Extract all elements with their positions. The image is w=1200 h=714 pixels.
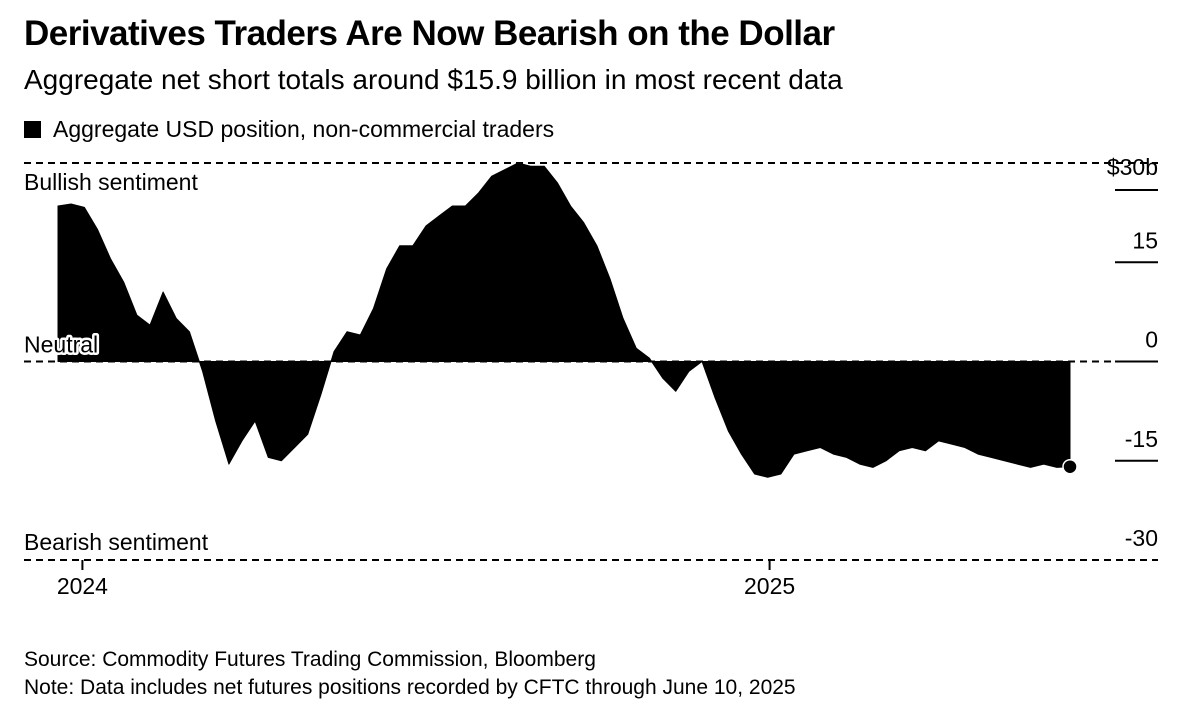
annotation-bullish: Bullish sentiment	[24, 169, 198, 195]
legend-label: Aggregate USD position, non-commercial t…	[53, 116, 555, 142]
annotation-neutral: Neutral	[24, 332, 98, 358]
legend: Aggregate USD position, non-commercial t…	[24, 116, 554, 143]
legend-swatch	[24, 121, 41, 138]
y-tick-label: 15	[1132, 227, 1158, 253]
annotation-bearish: Bearish sentiment	[24, 529, 209, 555]
x-tick-label: 2024	[57, 573, 108, 599]
area-series	[57, 162, 1071, 478]
y-tick-label: -30	[1125, 525, 1158, 551]
source-note: Source: Commodity Futures Trading Commis…	[24, 648, 596, 671]
last-point-marker	[1062, 458, 1078, 475]
data-note: Note: Data includes net futures position…	[24, 676, 796, 699]
y-tick-label: 0	[1145, 327, 1158, 353]
y-tick-label: $30b	[1107, 154, 1158, 180]
chart-title: Derivatives Traders Are Now Bearish on t…	[24, 14, 835, 53]
chart-subtitle: Aggregate net short totals around $15.9 …	[24, 64, 843, 95]
x-tick-label: 2025	[744, 573, 795, 599]
y-tick-label: -15	[1125, 426, 1158, 452]
